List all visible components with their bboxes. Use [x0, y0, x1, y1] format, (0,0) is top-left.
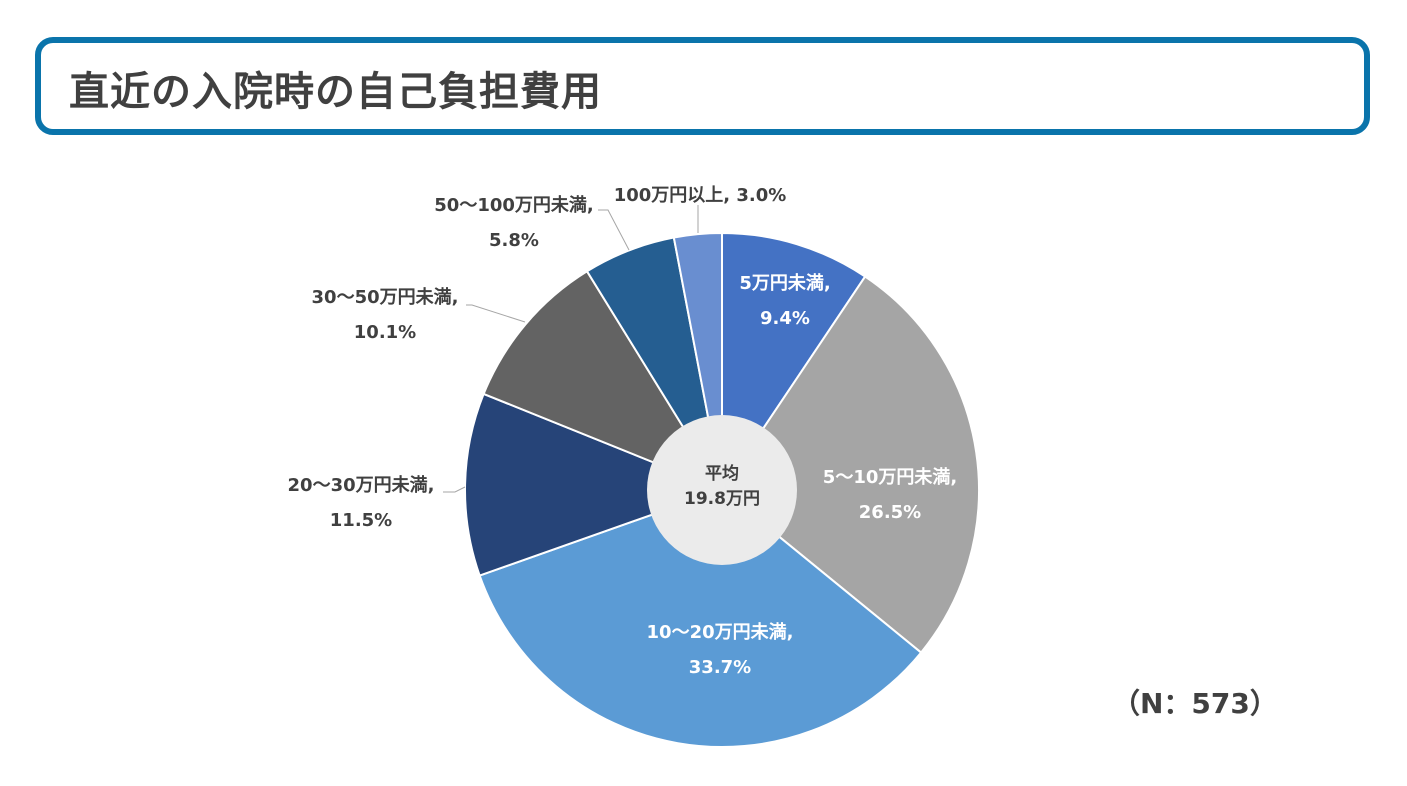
center-hole	[647, 415, 797, 565]
data-label: 5万円未満, 9.4%	[739, 273, 831, 329]
data-label: 30～50万円未満, 10.1%	[311, 287, 459, 343]
leader-line	[466, 304, 526, 323]
pie-slice	[482, 269, 725, 493]
data-label: 100万円以上, 3.0%	[613, 185, 787, 206]
data-label: 5～10万円未満, 26.5%	[822, 467, 958, 523]
pie-slice	[464, 392, 725, 577]
leader-line	[598, 209, 630, 251]
leader-lines	[443, 205, 699, 493]
title-box: 直近の入院時の自己負担費用	[35, 37, 1370, 135]
sample-size-note: （N：573）	[1112, 687, 1278, 720]
leader-line	[443, 486, 466, 493]
chart-title: 直近の入院時の自己負担費用	[69, 69, 602, 115]
average-label: 平均 19.8万円	[684, 464, 760, 509]
data-label: 50～100万円未満, 5.8%	[434, 195, 594, 251]
pie-slice	[478, 488, 923, 748]
data-label: 10～20万円未満, 33.7%	[646, 622, 794, 678]
data-label: 20～30万円未満, 11.5%	[287, 475, 435, 531]
pie-slice	[720, 275, 980, 654]
